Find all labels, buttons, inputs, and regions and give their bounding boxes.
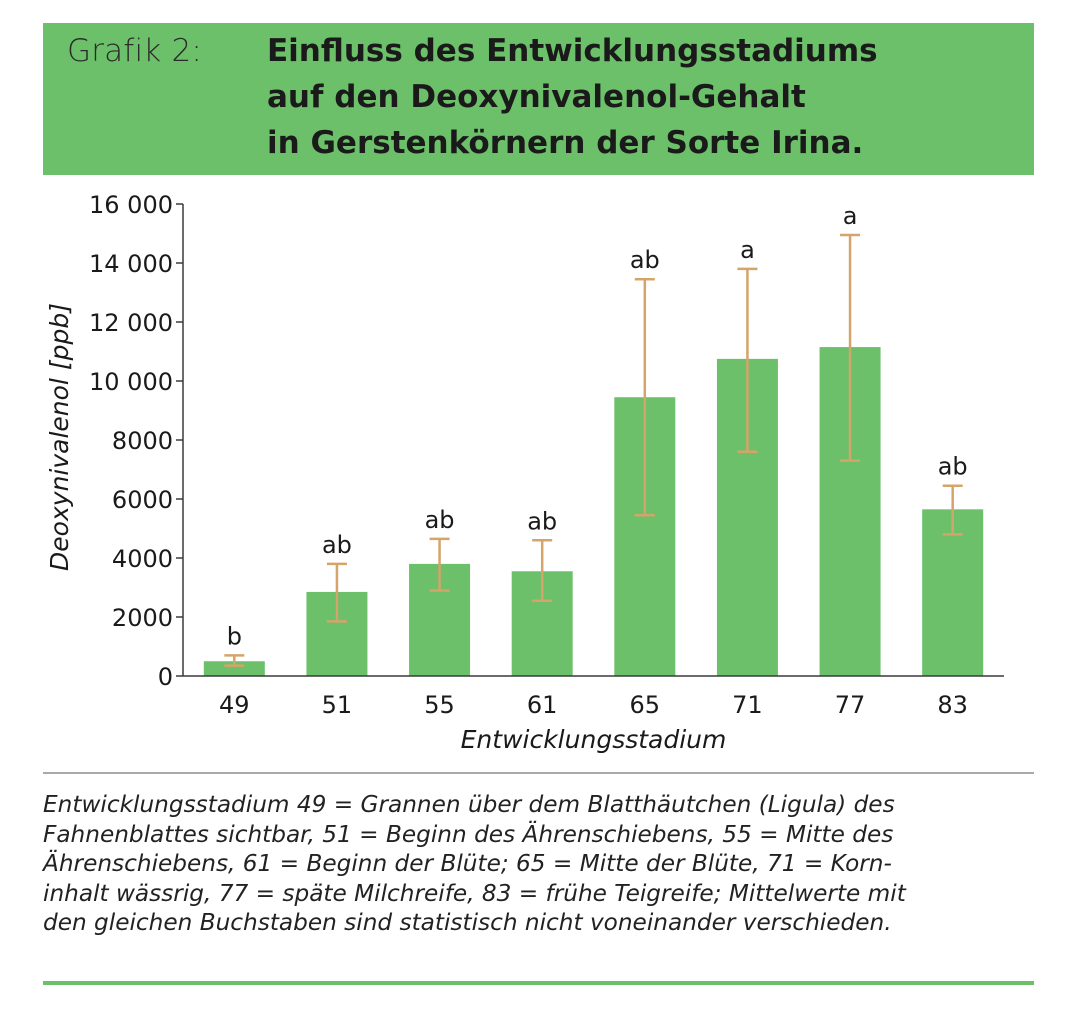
x-tick-label: 65 (630, 691, 661, 719)
figure-header: Grafik 2: Einfluss des Entwicklungsstadi… (43, 23, 1034, 175)
figure-title-line-3: in Gerstenkörnern der Sorte Irina. (267, 125, 864, 161)
significance-label: b (227, 622, 242, 650)
significance-label: ab (938, 453, 968, 481)
bar-83 (922, 509, 984, 676)
x-tick-label: 61 (527, 691, 558, 719)
significance-label: ab (630, 246, 660, 274)
significance-label: a (843, 202, 858, 230)
y-tick-label: 10 000 (89, 368, 173, 396)
y-tick-label: 2000 (112, 604, 173, 632)
significance-label: ab (527, 507, 557, 535)
bar-49 (203, 661, 265, 676)
footer-rule (43, 981, 1034, 985)
y-tick-label: 12 000 (89, 309, 173, 337)
significance-label: ab (425, 506, 455, 534)
y-tick-label: 16 000 (89, 191, 173, 219)
figure-label: Grafik 2: (67, 33, 203, 69)
x-tick-label: 55 (424, 691, 455, 719)
caption-line-2: Fahnenblattes sichtbar, 51 = Beginn des … (43, 820, 894, 848)
x-tick-label: 49 (219, 691, 250, 719)
caption-divider (43, 772, 1034, 774)
significance-label: a (740, 236, 755, 264)
significance-label: ab (322, 531, 352, 559)
caption-line-1: Entwicklungsstadium 49 = Grannen über de… (43, 791, 895, 818)
y-tick-label: 8000 (112, 427, 173, 455)
y-tick-label: 4000 (112, 545, 173, 573)
x-tick-label: 51 (322, 691, 353, 719)
caption-line-5: den gleichen Buchstaben sind statistisch… (43, 909, 892, 936)
x-axis-title: Entwicklungsstadium (461, 725, 727, 754)
y-tick-label: 6000 (112, 486, 173, 514)
y-tick-label: 0 (158, 663, 173, 691)
figure-caption: Entwicklungsstadium 49 = Grannen über de… (43, 790, 1034, 938)
caption-line-3: Ährenschiebens, 61 = Beginn der Blüte; 6… (43, 850, 892, 877)
y-tick-label: 14 000 (89, 250, 173, 278)
bar-chart: 0 2000 4000 6000 8000 10 000 12 000 14 000 16 00… (45, 191, 1004, 754)
x-tick-label: 83 (937, 691, 968, 719)
caption-line-4: inhalt wässrig, 77 = späte Milchreife, 8… (43, 879, 906, 907)
x-tick-label: 71 (732, 691, 763, 719)
figure-title-line-1: Einfluss des Entwicklungsstadiums (267, 33, 878, 69)
figure-title-line-2: auf den Deoxynivalenol-Gehalt (267, 79, 806, 115)
y-axis-title: Deoxynivalenol [ppb] (45, 303, 74, 571)
x-tick-label: 77 (835, 691, 866, 719)
